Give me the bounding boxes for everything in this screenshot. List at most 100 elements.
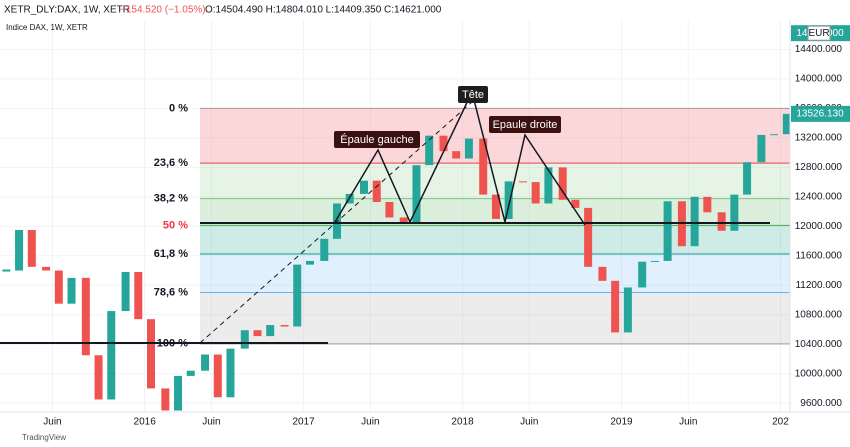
candle [504, 181, 513, 219]
y-tick-label: 14000.000 [795, 74, 843, 85]
y-tick-label: 10400.000 [795, 339, 843, 350]
candle [770, 134, 779, 136]
candle [412, 165, 421, 223]
candle [703, 196, 712, 213]
price-label-box [791, 105, 850, 122]
candles [2, 113, 790, 411]
candle [15, 230, 24, 271]
candle [598, 266, 607, 281]
candle [94, 355, 103, 400]
candle [174, 375, 183, 411]
fib-label: 23,6 % [154, 157, 188, 169]
candle [663, 201, 672, 261]
candle [42, 266, 51, 271]
y-tick-label: 13200.000 [795, 133, 843, 144]
symbol: XETR_DLY:DAX, 1W, XETR [4, 5, 130, 16]
candle [107, 311, 116, 400]
fib-label: 78,6 % [154, 286, 188, 298]
candle [293, 264, 302, 327]
candle [201, 354, 210, 371]
fib-label: 100 % [157, 338, 188, 350]
candle [67, 277, 76, 304]
fib-zone [200, 292, 790, 344]
y-tick-label: 9600.000 [800, 398, 842, 409]
candle [491, 194, 500, 219]
candle [240, 330, 249, 349]
x-tick-label: Juin [679, 417, 697, 428]
price-label: 13526.130 [796, 109, 844, 120]
candle [544, 167, 553, 204]
candle [717, 212, 726, 231]
candle [161, 388, 170, 411]
fib-label: 50 % [163, 219, 188, 231]
candle [81, 277, 90, 356]
fib-label: 0 % [169, 102, 188, 114]
annotation: Tête [462, 89, 484, 101]
ohlc: O:14504.490 H:14804.010 L:14409.350 C:14… [205, 5, 442, 16]
candle [280, 325, 289, 327]
candle [186, 370, 195, 376]
candle [690, 196, 699, 247]
annotation-box [334, 131, 420, 148]
header-bg [0, 0, 850, 20]
candle [730, 194, 739, 231]
y-tick-label: 14400.000 [795, 44, 843, 55]
candle [531, 182, 540, 204]
y-tick-label: 10800.000 [795, 309, 843, 320]
annotation: Épaule gauche [340, 133, 413, 146]
candle [782, 113, 790, 135]
candle [638, 261, 647, 288]
y-tick-label: 12400.000 [795, 191, 843, 202]
y-tick-label: 12000.000 [795, 221, 843, 232]
x-tick-label: 202 [772, 417, 789, 428]
x-tick-label: Juin [43, 417, 61, 428]
fib-zone [200, 225, 790, 254]
fib-label: 38,2 % [154, 193, 188, 205]
subtitle: Indice DAX, 1W, XETR [6, 23, 88, 32]
x-tick-label: 2017 [292, 417, 315, 428]
x-tick-label: 2018 [451, 417, 474, 428]
candle [360, 180, 369, 194]
candle [147, 319, 156, 389]
x-tick-label: 2016 [134, 417, 157, 428]
y-tick-label: 11200.000 [795, 280, 842, 291]
x-tick-label: Juin [520, 417, 538, 428]
candle [320, 238, 329, 261]
candle [757, 134, 766, 163]
candle [266, 325, 275, 337]
candle [134, 272, 143, 320]
fib-zone [200, 253, 790, 293]
candle [611, 280, 620, 333]
candle [479, 138, 488, 195]
candle [571, 199, 580, 208]
currency-box [807, 25, 831, 41]
annotation-box [458, 86, 488, 103]
candle [213, 354, 222, 398]
candle [121, 272, 130, 312]
change: −154.520 (−1.05%) [120, 5, 206, 16]
candle [584, 207, 593, 267]
candle [27, 230, 36, 267]
candle [385, 202, 394, 218]
y-tick-label: 11600.000 [795, 250, 842, 261]
y-tick-label: 10000.000 [795, 368, 843, 379]
candle [650, 260, 659, 262]
candle [464, 138, 473, 159]
y-tick-label: 12800.000 [795, 162, 843, 173]
annotation-box [489, 116, 561, 133]
candle [253, 330, 262, 337]
currency: EUR [808, 28, 829, 39]
candle [425, 135, 434, 166]
candle [305, 260, 314, 265]
x-tick-label: 2019 [610, 417, 633, 428]
candle [623, 287, 632, 333]
candle [226, 348, 235, 398]
candle [518, 181, 527, 183]
candle [372, 180, 381, 202]
candle [54, 270, 63, 304]
fib-label: 61,8 % [154, 248, 188, 260]
annotation: Epaule droite [493, 119, 558, 131]
candle [452, 151, 461, 159]
